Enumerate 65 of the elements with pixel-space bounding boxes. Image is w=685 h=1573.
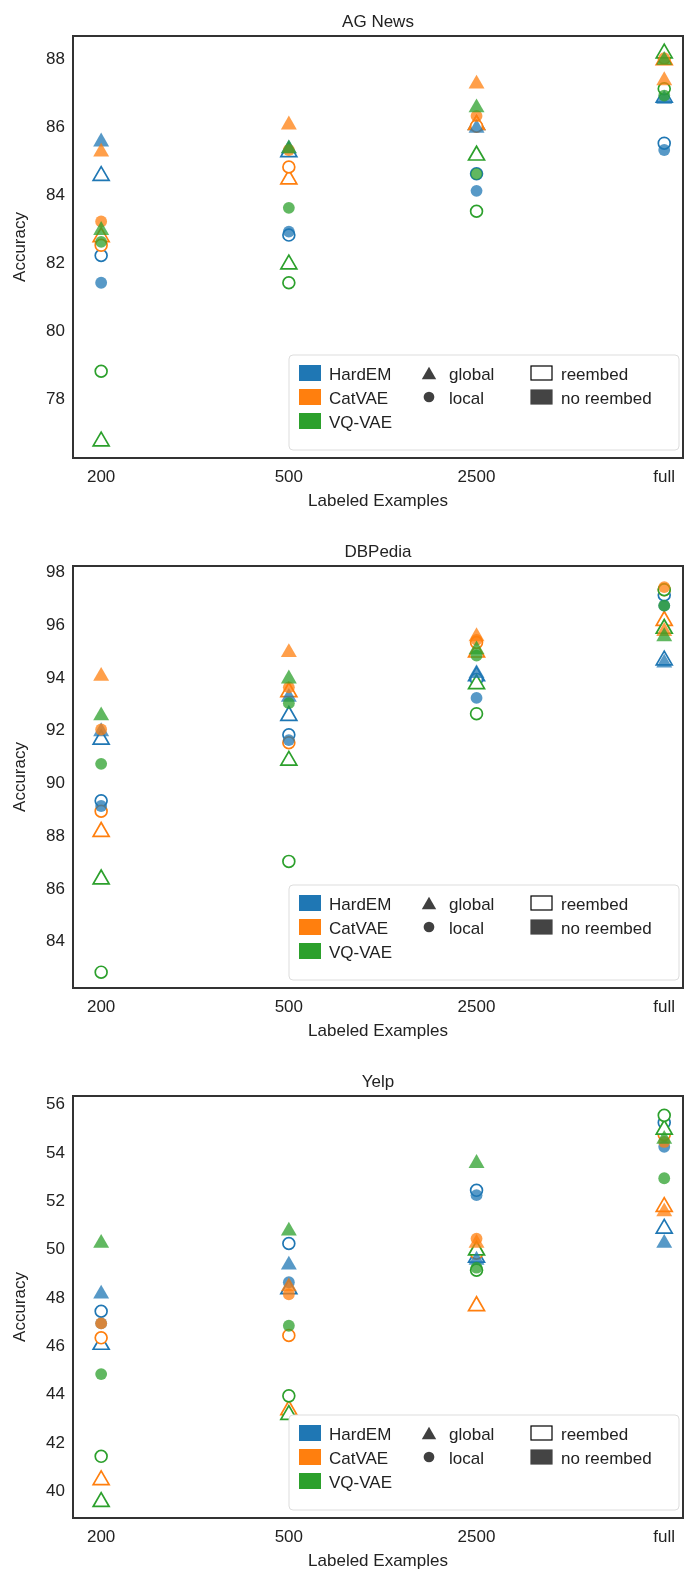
x-tick-label: full [653, 1527, 676, 1546]
x-tick-label: 2500 [457, 467, 496, 486]
y-tick-label: 86 [46, 878, 65, 898]
x-tick-label: full [653, 467, 676, 486]
x-tick-label: 2500 [457, 997, 496, 1016]
annotation: reembed [561, 365, 629, 384]
annotation: HardEM [329, 365, 392, 384]
x-tick-label: 500 [274, 997, 304, 1016]
y-tick-label: 94 [46, 667, 65, 687]
annotation: reembed [561, 1425, 629, 1444]
annotation: no reembed [561, 919, 652, 938]
y-tick-label: 92 [46, 720, 65, 740]
annotation: local [449, 389, 484, 408]
annotation: no reembed [561, 389, 652, 408]
annotation: HardEM [329, 1425, 392, 1444]
x-tick-label: full [653, 997, 676, 1016]
y-axis-title: Accuracy [10, 741, 29, 812]
annotation: VQ-VAE [329, 413, 392, 432]
annotation: CatVAE [329, 389, 389, 408]
annotation: VQ-VAE [329, 943, 392, 962]
chart-title: DBPedia [344, 542, 413, 561]
y-tick-label: 54 [46, 1142, 65, 1162]
y-tick-label: 84 [46, 185, 65, 205]
annotation: HardEM [329, 895, 392, 914]
y-tick-label: 46 [46, 1336, 65, 1356]
x-tick-label: 200 [86, 467, 116, 486]
y-axis-title: Accuracy [10, 1271, 29, 1342]
x-axis-title: Labeled Examples [308, 491, 448, 510]
y-tick-label: 44 [46, 1384, 65, 1404]
y-tick-label: 98 [46, 562, 65, 582]
y-tick-label: 80 [46, 321, 65, 341]
y-tick-label: 78 [46, 389, 65, 409]
x-tick-label: 2500 [457, 1527, 496, 1546]
x-tick-label: 200 [86, 997, 116, 1016]
y-tick-label: 52 [46, 1190, 65, 1210]
y-tick-label: 40 [46, 1481, 65, 1501]
annotation: VQ-VAE [329, 1473, 392, 1492]
y-tick-label: 84 [46, 931, 65, 951]
chart-title: AG News [342, 12, 414, 31]
y-tick-label: 42 [46, 1432, 65, 1452]
annotation: CatVAE [329, 919, 389, 938]
annotation: global [449, 1425, 495, 1444]
x-tick-label: 500 [274, 467, 304, 486]
x-axis-title: Labeled Examples [308, 1551, 448, 1570]
y-tick-label: 50 [46, 1239, 65, 1259]
y-tick-label: 56 [46, 1094, 65, 1114]
annotation: no reembed [561, 1449, 652, 1468]
x-tick-label: 200 [86, 1527, 116, 1546]
y-tick-label: 96 [46, 614, 65, 634]
y-tick-label: 88 [46, 825, 65, 845]
y-tick-label: 82 [46, 253, 65, 273]
annotation: reembed [561, 895, 629, 914]
annotation: local [449, 919, 484, 938]
annotation: global [449, 895, 495, 914]
annotation: global [449, 365, 495, 384]
annotation: local [449, 1449, 484, 1468]
annotation: CatVAE [329, 1449, 389, 1468]
y-tick-label: 90 [46, 773, 65, 793]
y-tick-label: 86 [46, 117, 65, 137]
x-axis-title: Labeled Examples [308, 1021, 448, 1040]
x-tick-label: 500 [274, 1527, 304, 1546]
y-tick-label: 88 [46, 49, 65, 69]
y-tick-label: 48 [46, 1287, 65, 1307]
y-axis-title: Accuracy [10, 211, 29, 282]
chart-title: Yelp [361, 1072, 395, 1091]
